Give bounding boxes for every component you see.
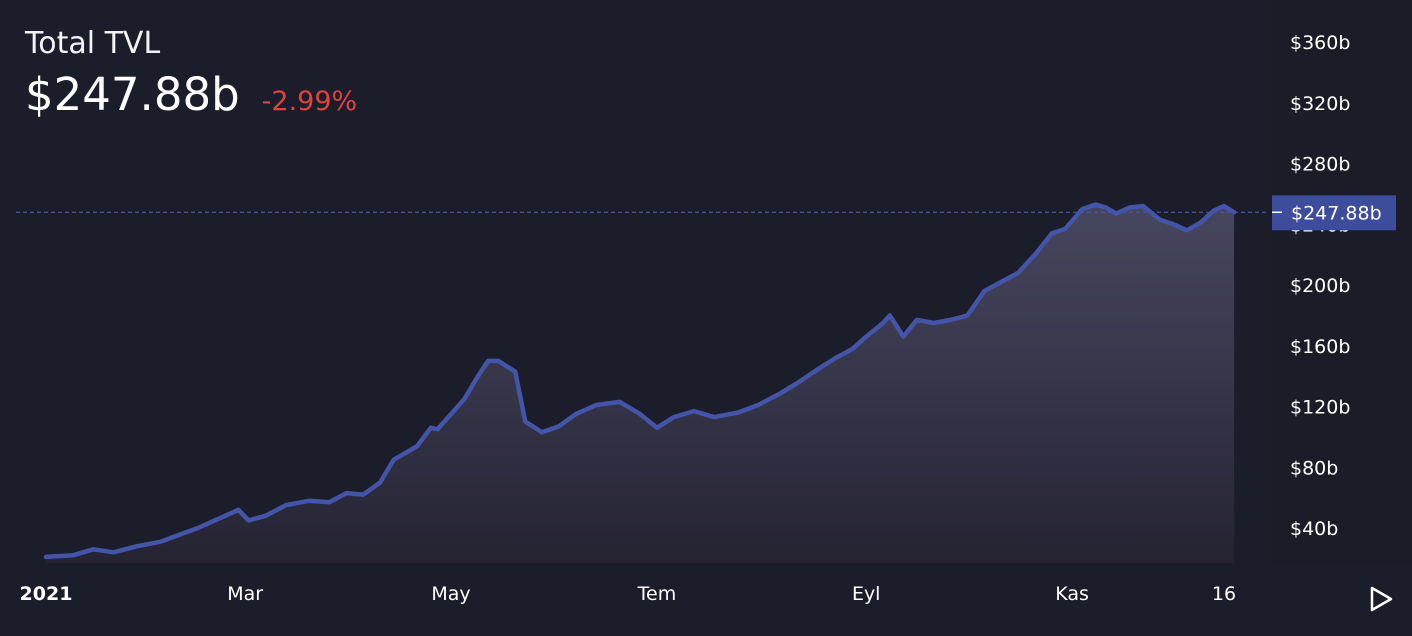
current-price-tag: [1272, 195, 1396, 231]
tvl-area-fill: [46, 204, 1235, 563]
chart-title: Total TVL: [25, 26, 161, 61]
current-value: $247.88b: [25, 68, 240, 121]
y-tick-label: $320b: [1290, 93, 1350, 115]
x-tick-label: Kas: [1055, 583, 1089, 605]
value-row: $247.88b -2.99%: [25, 68, 357, 122]
y-tick-label: $280b: [1290, 154, 1350, 176]
chart-header: Total TVL $247.88b -2.99%: [25, 26, 357, 122]
y-tick-label: $80b: [1290, 457, 1338, 479]
y-tick-label: $200b: [1290, 275, 1350, 297]
y-tick-label: $120b: [1290, 397, 1350, 419]
current-price-label: $247.88b: [1291, 202, 1382, 224]
x-tick-label: Tem: [637, 583, 677, 605]
x-tick-label: Eyl: [852, 583, 881, 605]
play-icon[interactable]: [1366, 584, 1396, 614]
y-tick-label: $160b: [1290, 336, 1350, 358]
change-percent: -2.99%: [261, 86, 358, 117]
x-tick-label: 16: [1212, 583, 1236, 605]
x-tick-label: 2021: [20, 583, 73, 605]
y-tick-label: $360b: [1290, 32, 1350, 54]
x-tick-label: May: [431, 583, 470, 605]
price-scale-panel: [1268, 0, 1412, 565]
tvl-series-line: [43, 202, 1237, 560]
x-tick-label: Mar: [227, 583, 263, 605]
y-tick-label: $40b: [1290, 518, 1338, 540]
